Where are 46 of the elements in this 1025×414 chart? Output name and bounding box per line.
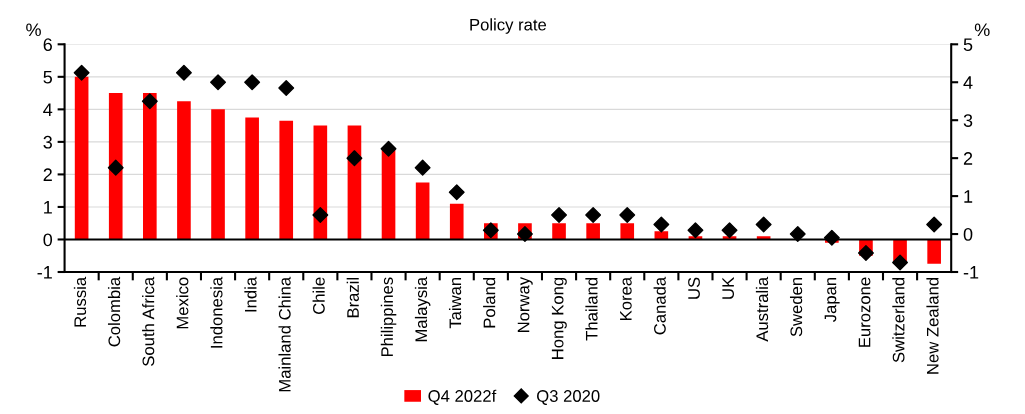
x-tick-label: Colombia bbox=[107, 276, 121, 347]
x-tick-label: Indonesia bbox=[210, 276, 223, 348]
x-tick-label: Russia bbox=[73, 276, 87, 327]
x-tick-label: Mainland China bbox=[278, 276, 291, 392]
y2-tick-label: 1 bbox=[964, 190, 973, 203]
y2-tick-label: 0 bbox=[963, 227, 973, 241]
x-tick-label: South Africa bbox=[142, 276, 155, 366]
x-tick-label: Hong Kong bbox=[551, 277, 567, 359]
x-tick-label: Taiwan bbox=[448, 277, 462, 329]
y-tick-label: 1 bbox=[44, 201, 52, 214]
y2-tick-label: 4 bbox=[963, 76, 973, 89]
x-tick-label: Malaysia bbox=[414, 276, 431, 342]
legend-label: Q4 2022f bbox=[428, 389, 497, 405]
x-tick-label: US bbox=[688, 277, 700, 299]
x-tick-label: Canada bbox=[653, 276, 666, 335]
y2-axis-title: % bbox=[974, 23, 990, 37]
x-tick-label: Sweden bbox=[789, 277, 803, 337]
legend-label: Q3 2020 bbox=[537, 390, 600, 405]
x-tick-label: Japan bbox=[824, 277, 840, 322]
y-axis-title: % bbox=[26, 23, 41, 37]
y2-tick-label: 5 bbox=[963, 38, 973, 52]
x-tick-label: Thailand bbox=[585, 277, 598, 341]
x-tick-label: Mexico bbox=[176, 277, 189, 329]
x-tick-label: UK bbox=[722, 277, 735, 299]
y-tick-label: 3 bbox=[43, 135, 52, 149]
x-tick-label: Eurozone bbox=[858, 277, 871, 347]
y-tick-label: 4 bbox=[43, 103, 53, 116]
x-tick-label: Korea bbox=[620, 276, 632, 320]
x-tick-label: Australia bbox=[755, 276, 769, 342]
x-tick-label: New Zealand bbox=[926, 277, 939, 374]
x-tick-label: Switzerland bbox=[892, 277, 905, 363]
x-tick-label: Philippines bbox=[380, 277, 397, 357]
x-tick-label: Norway bbox=[517, 276, 533, 332]
chart-title: Policy rate bbox=[470, 18, 547, 34]
y2-tick-label: -1 bbox=[963, 266, 979, 279]
y-tick-label: 2 bbox=[43, 168, 52, 181]
x-tick-label: Chile bbox=[312, 277, 325, 314]
y-tick-label: 6 bbox=[43, 38, 52, 52]
y2-tick-label: 3 bbox=[963, 114, 973, 127]
y2-tick-label: 2 bbox=[963, 152, 973, 165]
x-tick-label: India bbox=[244, 276, 257, 312]
x-tick-label: Poland bbox=[483, 277, 496, 328]
x-tick-label: Brazil bbox=[346, 277, 359, 318]
y-tick-label: -1 bbox=[37, 266, 52, 279]
y-tick-label: 0 bbox=[43, 233, 53, 247]
y-tick-label: 5 bbox=[43, 70, 53, 84]
